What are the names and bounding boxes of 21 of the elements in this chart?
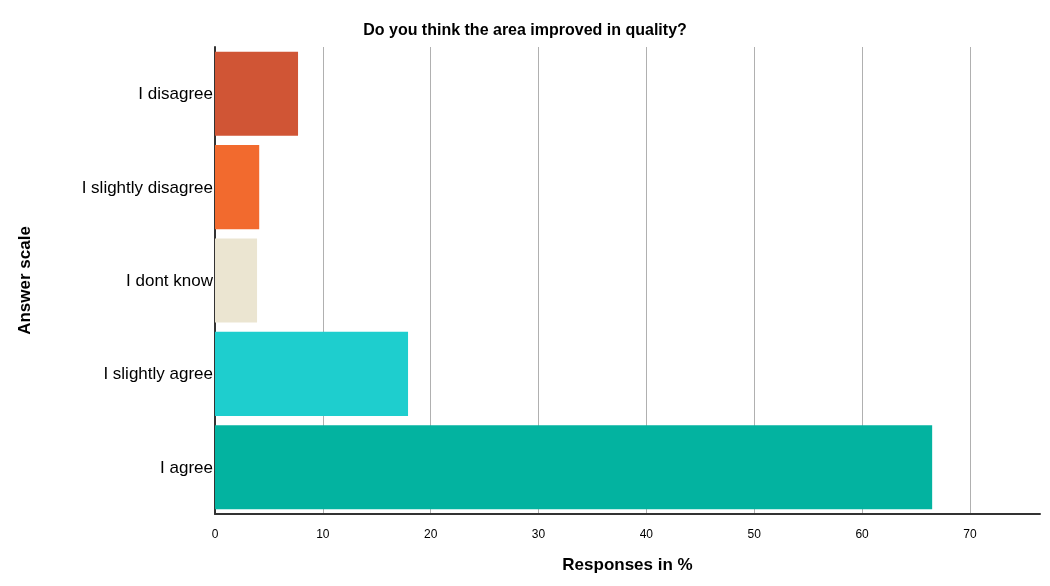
bar — [215, 145, 260, 230]
x-tick-label: 10 — [316, 527, 330, 541]
y-tick-label: I slightly disagree — [81, 177, 213, 197]
x-tick-label: 0 — [211, 527, 219, 541]
y-tick-label: I dont know — [126, 271, 214, 290]
bar — [215, 51, 299, 136]
x-tick-label: 60 — [855, 527, 870, 541]
x-tick-label: 30 — [531, 527, 546, 541]
x-tick-label: 70 — [963, 527, 977, 541]
bar — [215, 425, 933, 510]
x-axis-title: Responses in % — [562, 555, 693, 574]
bar — [215, 238, 258, 323]
y-tick-label: I disagree — [138, 84, 213, 104]
y-tick-label: I slightly agree — [103, 364, 213, 384]
bar — [215, 331, 409, 416]
y-tick-label: I agree — [160, 457, 213, 477]
x-tick-label: 50 — [747, 527, 762, 541]
y-axis-title: Answer scale — [15, 226, 34, 335]
chart-title: Do you think the area improved in quality? — [363, 20, 687, 38]
x-tick-label: 40 — [639, 527, 654, 541]
x-tick-label: 20 — [424, 527, 438, 541]
